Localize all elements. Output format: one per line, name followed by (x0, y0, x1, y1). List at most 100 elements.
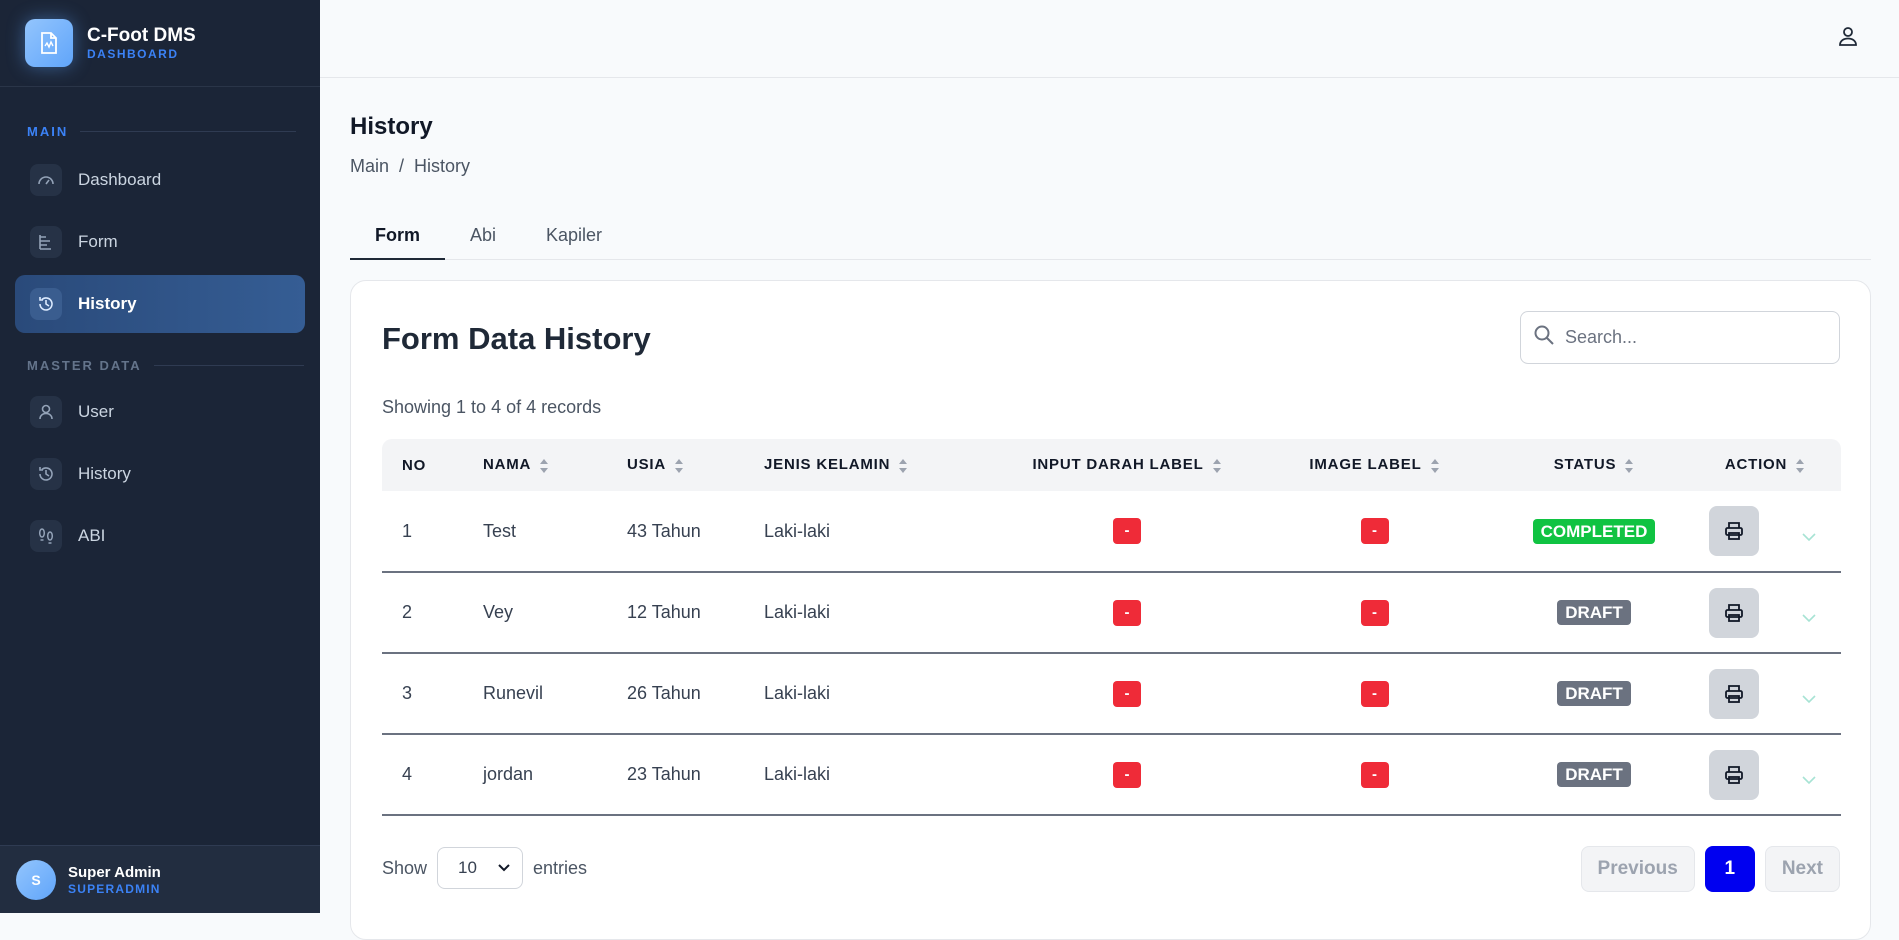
page-size-select[interactable]: 10 (437, 847, 524, 889)
printer-icon (1725, 603, 1743, 622)
cell-no: 3 (402, 683, 413, 703)
tab-abi[interactable]: Abi (470, 225, 497, 245)
history-icon (30, 288, 62, 320)
sort-icon (1212, 458, 1221, 473)
column-header-input-darah-label[interactable]: INPUT DARAH LABEL (1004, 439, 1250, 491)
status-badge: DRAFT (1557, 600, 1631, 625)
cell-nama: Test (483, 520, 517, 541)
column-header-nama[interactable]: NAMA (483, 439, 627, 491)
status-badge: DRAFT (1557, 762, 1631, 787)
section-label-main: MAIN (27, 124, 297, 139)
show-label: Show (382, 857, 428, 878)
printer-icon (1725, 684, 1743, 703)
print-button[interactable] (1709, 749, 1759, 800)
table-row: 3 Runevil 26 Tahun Laki-laki - - DRAFT (382, 653, 1841, 734)
cell-nama: Runevil (483, 683, 544, 703)
cell-jenis-kelamin: Laki-laki (764, 520, 831, 541)
cell-usia: 26 Tahun (627, 683, 701, 703)
section-label-master-data: MASTER DATA (27, 358, 304, 373)
image-label-badge: - (1360, 761, 1389, 788)
cell-nama: jordan (483, 764, 534, 784)
sidebar: C-Foot DMS DASHBOARD MAIN Dashboard Form… (0, 0, 320, 913)
print-button[interactable] (1709, 587, 1759, 638)
entries-label: entries (533, 857, 588, 878)
cell-jenis-kelamin: Laki-laki (764, 764, 831, 784)
tab-kapiler[interactable]: Kapiler (546, 225, 603, 245)
chevron-down-icon[interactable] (1802, 688, 1816, 709)
user-icon (30, 396, 62, 428)
cell-jenis-kelamin: Laki-laki (764, 683, 831, 703)
topbar (320, 0, 1899, 78)
page-size-value: 10 (458, 858, 477, 877)
breadcrumb-separator: / (399, 156, 405, 176)
input-darah-badge: - (1113, 599, 1141, 626)
cell-usia: 43 Tahun (627, 520, 701, 541)
sidebar-item-label: History (78, 294, 137, 313)
sidebar-item-master-history[interactable]: History (15, 445, 305, 503)
previous-button[interactable]: Previous (1580, 846, 1695, 892)
cell-usia: 23 Tahun (627, 764, 701, 784)
tab-bar: Form Abi Kapiler (350, 215, 1871, 260)
print-button[interactable] (1709, 506, 1759, 556)
cell-usia: 12 Tahun (627, 602, 701, 622)
history-icon (30, 458, 62, 490)
cell-no: 2 (402, 602, 413, 622)
chevron-down-icon[interactable] (1802, 607, 1816, 628)
next-button[interactable]: Next (1764, 846, 1840, 892)
page-size-control: Show 10 entries (382, 847, 587, 889)
table-row: 2 Vey 12 Tahun Laki-laki - - DRAFT (382, 572, 1841, 653)
column-header-image-label[interactable]: IMAGE LABEL (1250, 439, 1499, 491)
breadcrumb-main[interactable]: Main (350, 156, 390, 176)
history-card: Form Data History Showing 1 to 4 of 4 re… (350, 280, 1871, 940)
history-table: NO NAMA USIA JENIS KELAMIN INPUT DARAH L… (382, 439, 1841, 816)
search-icon (1533, 324, 1555, 351)
sidebar-item-label: History (78, 464, 131, 483)
records-count: Showing 1 to 4 of 4 records (382, 397, 602, 417)
table-row: 4 jordan 23 Tahun Laki-laki - - DRAFT (382, 734, 1841, 815)
status-badge: COMPLETED (1532, 518, 1656, 544)
search-box[interactable] (1520, 311, 1840, 364)
footprints-icon (30, 520, 62, 552)
sidebar-item-dashboard[interactable]: Dashboard (15, 151, 305, 209)
sort-icon (1796, 458, 1805, 473)
table-header-row: NO NAMA USIA JENIS KELAMIN INPUT DARAH L… (382, 439, 1841, 491)
column-header-status[interactable]: STATUS (1499, 439, 1689, 491)
print-button[interactable] (1709, 668, 1759, 719)
user-role: SUPERADMIN (68, 882, 161, 896)
brand-subtitle: DASHBOARD (87, 47, 179, 61)
column-header-action[interactable]: ACTION (1689, 439, 1841, 491)
printer-icon (1725, 522, 1743, 540)
column-header-jenis-kelamin[interactable]: JENIS KELAMIN (764, 439, 1004, 491)
column-header-usia[interactable]: USIA (627, 439, 764, 491)
page-number-button[interactable]: 1 (1704, 846, 1755, 892)
chevron-down-icon (498, 864, 510, 872)
image-label-badge: - (1360, 518, 1389, 544)
sidebar-item-user[interactable]: User (15, 383, 305, 441)
brand-logo-icon (25, 19, 73, 67)
breadcrumb: Main / History (350, 156, 470, 177)
user-name: Super Admin (68, 864, 161, 881)
profile-icon[interactable] (1837, 25, 1863, 51)
input-darah-badge: - (1113, 518, 1141, 544)
chevron-down-icon[interactable] (1802, 526, 1816, 547)
user-profile[interactable]: S Super Admin SUPERADMIN (0, 845, 320, 913)
cell-no: 1 (402, 520, 413, 541)
sort-icon (1430, 458, 1439, 473)
brand: C-Foot DMS DASHBOARD (0, 0, 320, 87)
sidebar-item-label: Form (78, 232, 118, 251)
sidebar-item-label: ABI (78, 526, 106, 545)
status-badge: DRAFT (1557, 681, 1631, 706)
breadcrumb-current: History (414, 156, 471, 176)
sidebar-item-label: User (78, 402, 114, 421)
form-icon (30, 226, 62, 258)
tab-form[interactable]: Form (350, 215, 445, 260)
sidebar-item-form[interactable]: Form (15, 213, 305, 271)
sidebar-item-abi[interactable]: ABI (15, 507, 305, 565)
chevron-down-icon[interactable] (1802, 769, 1816, 790)
search-input[interactable] (1565, 327, 1825, 348)
cell-no: 4 (402, 764, 413, 784)
cell-nama: Vey (483, 602, 514, 622)
printer-icon (1725, 765, 1743, 784)
sidebar-item-history[interactable]: History (15, 275, 305, 333)
column-header-no[interactable]: NO (402, 456, 427, 474)
